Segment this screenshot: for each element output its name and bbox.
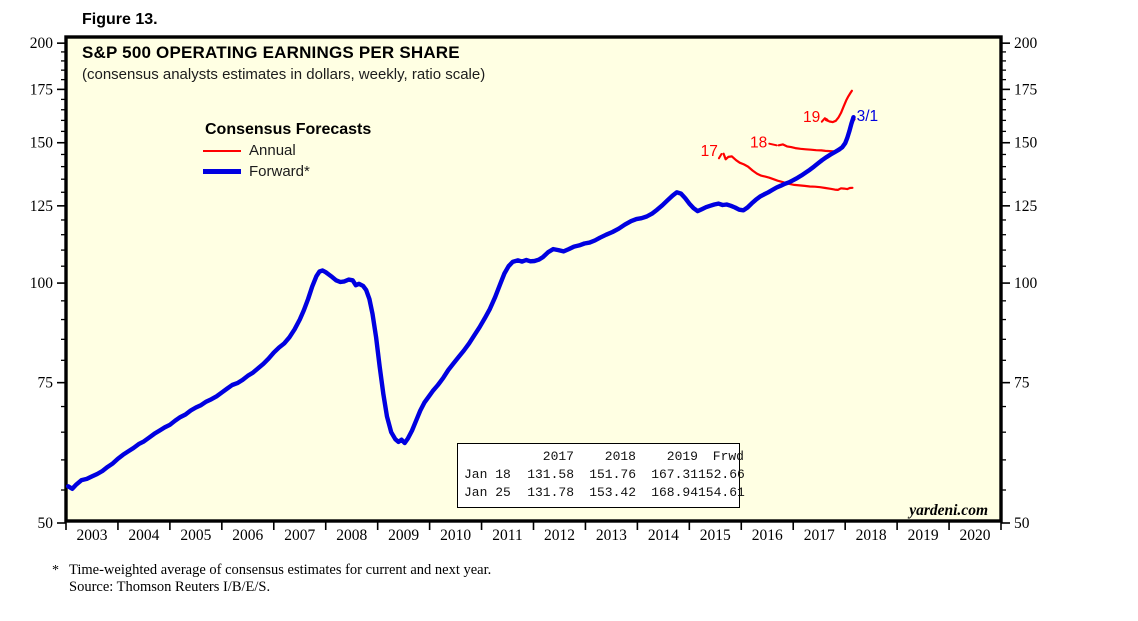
y-tick-label-left: 175 <box>30 81 54 98</box>
x-tick-label: 2009 <box>388 527 419 544</box>
cell-value: Frwd <box>712 449 744 464</box>
watermark: yardeni.com <box>909 502 988 519</box>
x-tick-label: 2015 <box>700 527 731 544</box>
x-tick-label: 2013 <box>596 527 627 544</box>
row-label: Jan 18 <box>464 467 511 482</box>
legend-item-label: Annual <box>249 142 296 159</box>
y-tick-label-right: 125 <box>1014 198 1038 215</box>
cell-value: 2018 <box>604 449 636 464</box>
x-tick-label: 2020 <box>960 527 991 544</box>
cell-value: 131.78 <box>527 485 574 500</box>
legend-item-label: Forward* <box>249 163 310 180</box>
x-tick-label: 2017 <box>804 527 835 544</box>
y-tick-label-left: 50 <box>38 515 54 532</box>
footnote-marker: * <box>52 563 59 578</box>
y-tick-label-left: 150 <box>30 135 54 152</box>
estimates-table-row: Jan 25 131.78 153.42 168.94 154.61 <box>464 484 745 502</box>
annual-line-swatch <box>203 149 241 152</box>
cell-value: 167.31 <box>651 467 698 482</box>
x-tick-label: 2014 <box>648 527 679 544</box>
legend-title: Consensus Forecasts <box>205 121 372 138</box>
x-tick-label: 2012 <box>544 527 575 544</box>
x-tick-label: 2016 <box>752 527 783 544</box>
cell-value: 2017 <box>542 449 574 464</box>
x-tick-label: 2011 <box>492 527 522 544</box>
row-label: Jan 25 <box>464 485 511 500</box>
y-tick-label-right: 200 <box>1014 35 1038 52</box>
y-tick-label-right: 175 <box>1014 81 1038 98</box>
y-tick-label-left: 75 <box>38 375 54 392</box>
x-tick-label: 2003 <box>76 527 107 544</box>
annotation-leader <box>717 153 723 160</box>
x-tick-label: 2005 <box>180 527 211 544</box>
plot-background <box>64 35 1003 523</box>
x-tick-label: 2004 <box>128 527 159 544</box>
legend-item-annual: Annual <box>203 141 371 160</box>
footnote-line1: Time-weighted average of consensus estim… <box>69 562 492 578</box>
annual-2019-series <box>824 89 853 124</box>
annotation-leader <box>768 142 778 147</box>
estimates-table-row: Jan 18 131.58 151.76 167.31 152.66 <box>464 466 745 484</box>
x-tick-label: 2006 <box>232 527 263 544</box>
x-tick-label: 2018 <box>856 527 887 544</box>
annotation-label-3-1: 3/1 <box>857 108 879 125</box>
footnote-text: Time-weighted average of consensus estim… <box>69 562 491 595</box>
estimates-table: 2017 2018 2019 Frwd Jan 18 131.58 151.76 167.31… <box>457 443 745 508</box>
cell-value: 168.94 <box>651 485 698 500</box>
x-tick-label: 2008 <box>336 527 367 544</box>
y-tick-label-left: 100 <box>30 275 54 292</box>
footnote: * Time-weighted average of consensus est… <box>52 562 491 595</box>
cell-value: 2019 <box>666 449 698 464</box>
cell-value: 154.61 <box>698 485 745 500</box>
x-tick-label: 2019 <box>908 527 939 544</box>
cell-value: 153.42 <box>589 485 636 500</box>
forward-line-swatch <box>203 169 241 174</box>
row-label <box>464 448 512 466</box>
figure-label: Figure 13. <box>82 11 158 28</box>
annotation-label-19: 19 <box>803 109 820 126</box>
annotation-label-17: 17 <box>701 143 718 160</box>
forward-series <box>65 115 856 491</box>
y-tick-label-right: 50 <box>1014 515 1030 532</box>
x-tick-label: 2010 <box>440 527 471 544</box>
chart-title: S&P 500 OPERATING EARNINGS PER SHARE <box>82 43 460 62</box>
cell-value: 152.66 <box>698 467 745 482</box>
x-tick-label: 2007 <box>284 527 315 544</box>
chart-legend: Consensus Forecasts Annual Forward* <box>203 121 371 181</box>
annotation-label-18: 18 <box>750 134 767 151</box>
footnote-line2: Source: Thomson Reuters I/B/E/S. <box>69 578 271 595</box>
cell-value: 131.58 <box>527 467 574 482</box>
y-tick-label-right: 150 <box>1014 135 1038 152</box>
legend-item-forward: Forward* <box>203 162 371 181</box>
cell-value: 151.76 <box>589 467 636 482</box>
y-tick-label-left: 125 <box>30 198 54 215</box>
y-tick-label-left: 200 <box>30 35 54 52</box>
y-tick-label-right: 100 <box>1014 275 1038 292</box>
estimates-table-header: 2017 2018 2019 Frwd <box>464 448 744 466</box>
chart-subtitle: (consensus analysts estimates in dollars… <box>82 66 486 83</box>
y-tick-label-right: 75 <box>1014 375 1030 392</box>
